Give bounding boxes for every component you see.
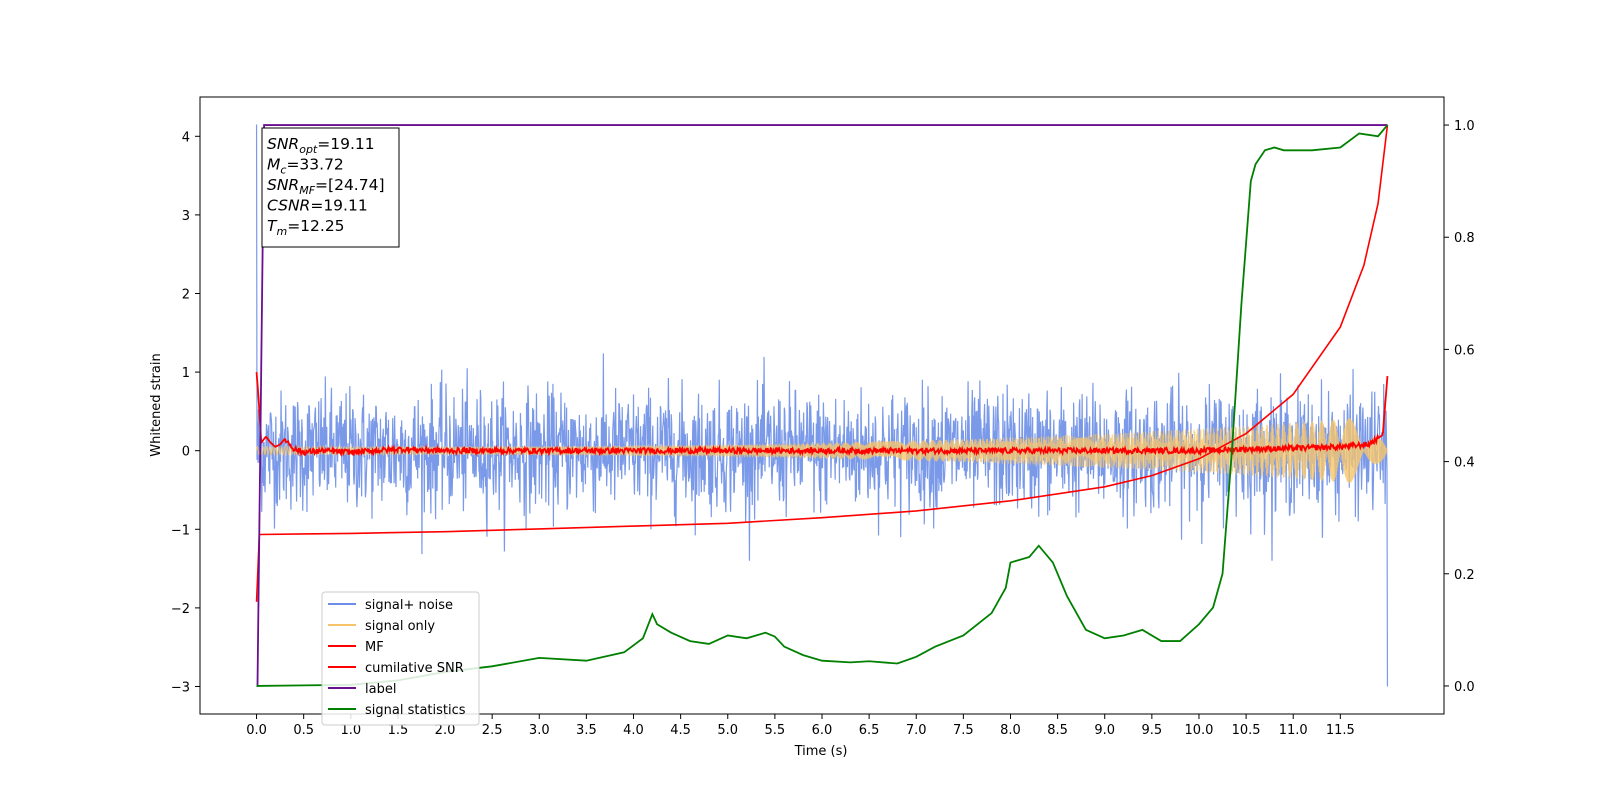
annotation-symbol: SNR	[267, 176, 299, 194]
y2-tick-label: 0.8	[1454, 231, 1475, 246]
legend-frame	[321, 591, 480, 726]
annotation-subscript: MF	[299, 184, 315, 197]
x-tick-label: 9.5	[1142, 723, 1163, 738]
x-tick-label: 4.5	[670, 723, 691, 738]
x-axis: 0.0 0.5 1.0 1.5 2.0 2.5 3.0 3.5 4.0 4.5 5.0 5.5 6.0 6…	[246, 714, 1355, 738]
x-axis-label: Time (s)	[794, 744, 848, 759]
annotation-value: =19.11	[310, 197, 367, 215]
annotation-line: Mc=33.72	[267, 156, 344, 177]
x-tick-label: 5.0	[717, 723, 738, 738]
y-tick-label: 1	[182, 366, 190, 381]
legend-entry: cumilative SNR	[365, 661, 464, 676]
y-tick-label: −2	[171, 602, 190, 617]
y2-tick-label: 0.6	[1454, 343, 1475, 358]
x-tick-label: 11.0	[1279, 723, 1308, 738]
x-tick-label: 0.5	[293, 723, 314, 738]
y-axis: −3 −2 −1 0 1 2 3 4	[171, 130, 200, 695]
x-tick-label: 7.0	[906, 723, 927, 738]
y2-tick-label: 1.0	[1454, 119, 1475, 134]
series-mf-line	[255, 372, 1389, 458]
x-tick-label: 9.0	[1094, 723, 1115, 738]
annotation-symbol: M	[267, 156, 280, 174]
x-tick-label: 3.5	[576, 723, 597, 738]
annotation-symbol: CSNR	[267, 197, 310, 215]
x-tick-label: 6.5	[859, 723, 880, 738]
y-axis-label: Whitened strain	[149, 353, 164, 456]
x-tick-label: 8.5	[1047, 723, 1068, 738]
x-tick-label: 2.5	[482, 723, 503, 738]
x-tick-label: 0.0	[246, 723, 267, 738]
annotation-symbol: SNR	[267, 135, 299, 153]
y-tick-label: −3	[171, 680, 190, 695]
legend-entry: signal statistics	[365, 703, 466, 718]
annotation-line: SNRMF=[24.74]	[267, 176, 385, 197]
series-cumulative-snr-line	[255, 124, 1389, 602]
y-tick-label: −1	[171, 523, 190, 538]
x-tick-label: 6.0	[812, 723, 833, 738]
y2-tick-label: 0.0	[1454, 680, 1475, 695]
x-tick-label: 5.5	[765, 723, 786, 738]
legend-entry: MF	[365, 640, 384, 655]
x-tick-label: 8.0	[1000, 723, 1021, 738]
annotation-line: CSNR=19.11	[267, 197, 368, 215]
series-signal-plus-noise-line	[255, 124, 1389, 687]
y2-tick-label: 0.4	[1454, 456, 1475, 471]
x-tick-label: 1.0	[340, 723, 361, 738]
series-signal-statistics-line	[256, 124, 1389, 687]
y-tick-label: 4	[182, 130, 190, 145]
x-tick-label: 10.0	[1184, 723, 1213, 738]
annotation-line: SNRopt=19.11	[267, 135, 375, 156]
y2-tick-label: 0.2	[1454, 568, 1475, 583]
x-tick-label: 3.0	[529, 723, 550, 738]
annotation-value: =12.25	[287, 217, 344, 235]
series-layer	[255, 124, 1389, 687]
y2-axis: 0.0 0.2 0.4 0.6 0.8 1.0	[1444, 119, 1475, 695]
annotation-value: =[24.74]	[315, 176, 384, 194]
x-tick-label: 2.0	[435, 723, 456, 738]
annotation-frame	[261, 127, 400, 248]
x-tick-label: 1.5	[388, 723, 409, 738]
annotation-value: =19.11	[317, 135, 374, 153]
y-tick-label: 2	[182, 287, 190, 302]
y-tick-label: 0	[182, 445, 190, 460]
legend: signal+ noise signal only MF cumilative SNR…	[321, 591, 480, 726]
legend-entry: signal only	[365, 619, 435, 634]
x-tick-label: 7.5	[953, 723, 974, 738]
annotation-value: =33.72	[286, 156, 343, 174]
x-tick-label: 4.0	[623, 723, 644, 738]
annotation-line: Tm=12.25	[267, 217, 345, 238]
annotation-subscript: m	[276, 225, 287, 238]
annotation-box: SNRopt=19.11Mc=33.72SNRMF=[24.74]CSNR=19…	[261, 127, 400, 248]
annotation-subscript: opt	[299, 143, 318, 156]
legend-entry: label	[365, 682, 396, 697]
annotation-symbol: T	[267, 217, 278, 235]
x-tick-label: 10.5	[1232, 723, 1261, 738]
x-tick-label: 11.5	[1326, 723, 1355, 738]
legend-entry: signal+ noise	[365, 598, 453, 613]
y-tick-label: 3	[182, 209, 190, 224]
annotation-subscript: c	[280, 164, 286, 177]
